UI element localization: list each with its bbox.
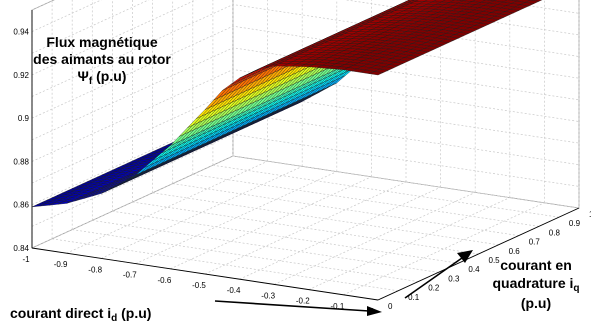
x-axis-arrow [214, 300, 370, 312]
y-tick-label: 0.2 [428, 284, 440, 293]
x-gridline-floor [170, 176, 372, 270]
y-tick-label: 0.7 [529, 238, 541, 247]
z-gridline [31, 0, 580, 54]
z-axis-symbol: Ψ [78, 68, 89, 84]
z-tick-label: 0.88 [13, 157, 29, 166]
y-tick-label: 0.9 [569, 219, 581, 228]
x-tick-label: -0.1 [331, 302, 345, 311]
x-tick-label: -1 [22, 255, 30, 264]
x-gridline-floor [31, 155, 234, 249]
z-axis-label-line3: Ψf (p.u) [78, 68, 127, 87]
x-tick-label: -0.7 [123, 271, 137, 280]
z-axis-unit: (p.u) [92, 68, 126, 84]
x-tick-label: -0.6 [158, 276, 172, 285]
x-axis-label-text: courant direct i [10, 305, 111, 321]
x-tick-label: -0.3 [261, 291, 275, 300]
z-tick-label: 0.9 [18, 114, 30, 123]
x-gridline-floor [204, 181, 407, 275]
x-gridline-floor [343, 202, 545, 296]
y-axis-arrowhead [457, 250, 473, 263]
z-gridline [31, 0, 102, 32]
y-axis-arrow [404, 257, 463, 299]
x-axis-label: courant direct id (p.u) [10, 305, 151, 324]
axis-edge [31, 247, 379, 301]
x-axis-subscript: d [111, 313, 117, 324]
x-tick-label: -0.9 [54, 260, 68, 269]
x-gridline-floor [66, 160, 268, 254]
y-tick-label: 0.4 [468, 265, 480, 274]
z-gridline [31, 4, 580, 97]
x-tick-label: -0.4 [227, 286, 241, 295]
y-tick-label: 0.5 [489, 256, 501, 265]
x-gridline-floor [135, 171, 337, 264]
y-axis-label-text: quadrature i [492, 275, 573, 291]
z-tick-label: 0.94 [13, 28, 29, 37]
x-gridline-floor [239, 186, 441, 280]
y-axis-label-line3: (p.u) [521, 295, 551, 311]
z-gridline [31, 0, 580, 76]
y-tick-label: 0.6 [509, 247, 521, 256]
x-gridline-floor [308, 197, 510, 290]
x-tick-label: -0.5 [192, 281, 206, 290]
z-tick-label: 0.92 [13, 71, 29, 80]
z-axis-subscript: f [89, 76, 93, 87]
y-axis-subscript: q [573, 283, 579, 294]
x-axis-unit: (p.u) [117, 305, 151, 321]
z-axis-label-line1: Flux magnétique [46, 34, 157, 50]
y-axis-label-line2: quadrature iq [492, 275, 579, 294]
x-gridline-floor [101, 166, 303, 259]
surface-cell [368, 71, 384, 76]
x-gridline-floor [274, 192, 476, 285]
axes-box-front [31, 10, 580, 301]
z-tick-label: 0.84 [13, 244, 29, 253]
z-tick-label: 0.86 [13, 201, 29, 210]
tick-labels: 0.84 0.86 0.88 0.9 0.92 0.94 -1 -0.9 -0.8 -0.7 -0.… [13, 28, 591, 316]
x-axis-arrowhead [367, 306, 382, 316]
flux-surface [31, 0, 543, 208]
z-gridline [31, 69, 580, 162]
y-tick-label: 0.3 [448, 274, 460, 283]
y-tick-label: 1 [589, 210, 591, 219]
y-axis-label-line1: courant en [500, 257, 572, 273]
z-axis-label-line2: des aimants au rotor [33, 51, 171, 67]
axis-edge [377, 207, 580, 301]
y-tick-label: 0.8 [549, 228, 561, 237]
y-tick-label: 0.1 [408, 293, 420, 302]
x-tick-label: -0.8 [88, 265, 102, 274]
y-tick-label: 0 [388, 302, 393, 311]
x-tick-label: -0.2 [296, 297, 310, 306]
